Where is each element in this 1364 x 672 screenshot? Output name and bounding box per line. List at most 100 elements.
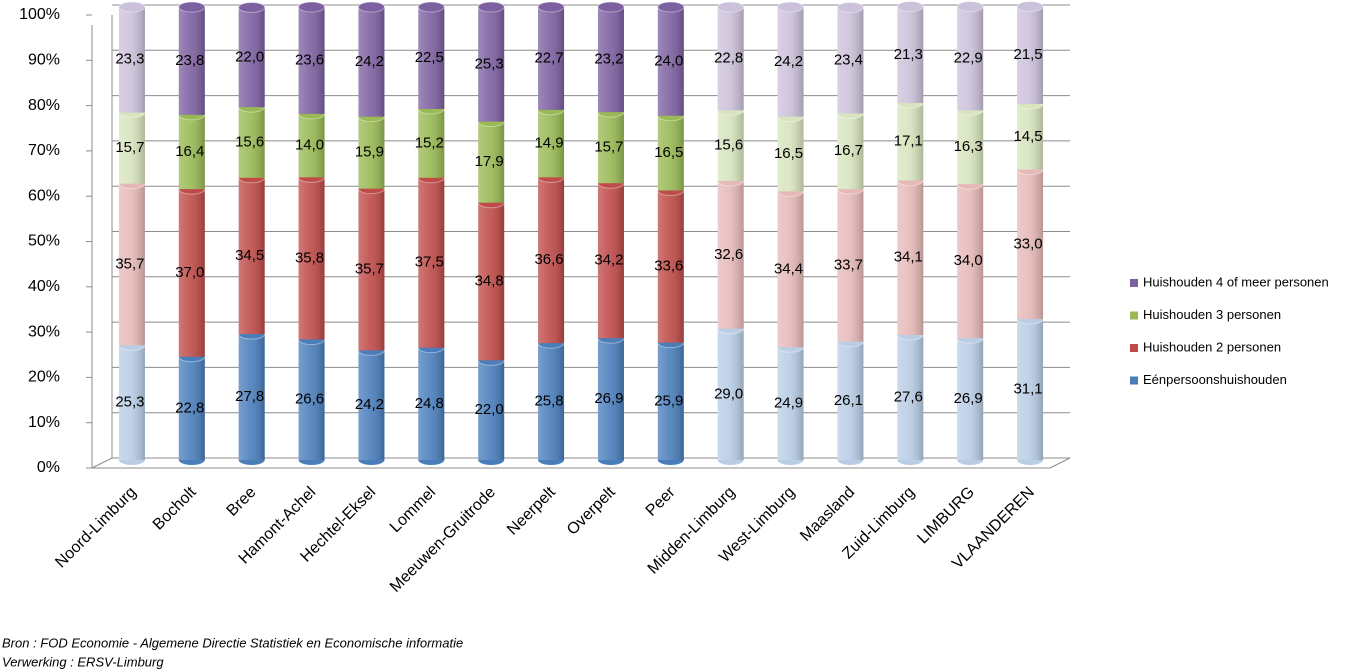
y-tick-label: 40% bbox=[28, 278, 60, 295]
segment-top bbox=[357, 1, 385, 13]
bar-shade bbox=[298, 177, 325, 340]
value-label: 21,3 bbox=[894, 46, 923, 63]
bar-shade bbox=[957, 184, 984, 339]
legend-swatch bbox=[1130, 279, 1138, 287]
x-tick-label: LIMBURG bbox=[914, 484, 978, 548]
bar-shade bbox=[897, 103, 924, 181]
bar-shade bbox=[418, 108, 445, 178]
segment-top bbox=[238, 1, 266, 13]
x-tick-label: Lommel bbox=[387, 484, 439, 536]
value-label: 21,5 bbox=[1013, 46, 1042, 63]
segment-top bbox=[717, 1, 745, 13]
value-label: 34,1 bbox=[894, 249, 923, 266]
segment-top bbox=[178, 1, 206, 13]
y-tick-label: 80% bbox=[28, 97, 60, 114]
bar-shade bbox=[478, 202, 505, 361]
value-label: 24,2 bbox=[355, 396, 384, 413]
bar-shade bbox=[777, 7, 804, 117]
bar-shade bbox=[478, 121, 505, 203]
bar-shade bbox=[717, 110, 744, 181]
bar-shade bbox=[418, 177, 445, 348]
legend-label: Eénpersoonshuishouden bbox=[1143, 372, 1287, 387]
segment-top bbox=[836, 1, 864, 13]
value-label: 15,6 bbox=[235, 133, 264, 150]
y-tick-label: 90% bbox=[28, 52, 60, 69]
value-label: 32,6 bbox=[714, 246, 743, 263]
stack: 27,6 34,1 17,1 21,3 bbox=[894, 1, 924, 465]
x-tick-label: Maasland bbox=[797, 484, 858, 545]
value-label: 22,8 bbox=[175, 399, 204, 416]
bar-shade bbox=[1017, 319, 1044, 460]
bar-shade bbox=[897, 334, 924, 460]
value-label: 15,2 bbox=[415, 134, 444, 151]
bar-shade bbox=[298, 7, 325, 114]
stack: 25,3 35,7 15,7 23,3 bbox=[115, 1, 146, 465]
stack: 27,8 34,5 15,6 22,0 bbox=[235, 1, 266, 465]
x-tick-label: Overpelt bbox=[564, 483, 619, 538]
bar-shade bbox=[657, 115, 684, 191]
value-label: 16,5 bbox=[654, 144, 683, 161]
bar-shade bbox=[178, 189, 205, 357]
bar-shade bbox=[298, 113, 325, 178]
bar-shade bbox=[897, 180, 924, 335]
segment-top bbox=[118, 1, 146, 13]
segment-top bbox=[417, 1, 445, 13]
value-label: 17,9 bbox=[475, 153, 504, 170]
stack: 26,9 34,2 15,7 23,2 bbox=[594, 1, 625, 465]
bar-shade bbox=[238, 334, 265, 460]
value-label: 29,0 bbox=[714, 385, 743, 402]
y-tick-label: 20% bbox=[28, 369, 60, 386]
bar-shade bbox=[837, 113, 864, 190]
x-tick-label: Noord-Limburg bbox=[52, 484, 139, 571]
value-label: 16,4 bbox=[175, 143, 204, 160]
y-tick-label: 70% bbox=[28, 142, 60, 159]
segment-top bbox=[1016, 1, 1044, 13]
value-label: 16,3 bbox=[954, 138, 983, 155]
bar-shade bbox=[777, 191, 804, 348]
value-label: 16,5 bbox=[774, 145, 803, 162]
y-tick-label: 30% bbox=[28, 323, 60, 340]
bar-shade bbox=[178, 356, 205, 460]
value-label: 23,6 bbox=[295, 51, 324, 68]
value-label: 22,8 bbox=[714, 50, 743, 67]
stack: 24,8 37,5 15,2 22,5 bbox=[415, 1, 445, 465]
x-tick-label: Meeuwen-Gruitrode bbox=[387, 484, 499, 596]
value-label: 24,8 bbox=[415, 395, 444, 412]
segment-top bbox=[298, 1, 326, 13]
bar-shade bbox=[178, 114, 205, 190]
bar-shade bbox=[478, 7, 505, 122]
y-tick-label: 10% bbox=[28, 414, 60, 431]
value-label: 24,2 bbox=[774, 53, 803, 70]
value-label: 14,5 bbox=[1013, 128, 1042, 145]
value-label: 23,2 bbox=[594, 51, 623, 68]
value-label: 33,0 bbox=[1013, 235, 1042, 252]
bar-shade bbox=[418, 347, 445, 460]
segment-top bbox=[537, 1, 565, 13]
value-label: 35,8 bbox=[295, 249, 324, 266]
value-label: 23,3 bbox=[115, 51, 144, 68]
y-tick-label: 50% bbox=[28, 233, 60, 250]
bar-shade bbox=[538, 109, 565, 178]
stack: 22,0 34,8 17,9 25,3 bbox=[475, 1, 505, 465]
legend-label: Huishouden 3 personen bbox=[1143, 307, 1281, 322]
bar-shade bbox=[538, 7, 565, 110]
value-label: 36,6 bbox=[534, 251, 563, 268]
bar-shade bbox=[238, 7, 265, 108]
bar-shade bbox=[717, 328, 744, 460]
bar-shade bbox=[118, 7, 145, 113]
value-label: 15,9 bbox=[355, 144, 384, 161]
value-label: 22,0 bbox=[475, 401, 504, 418]
value-label: 24,0 bbox=[654, 52, 683, 69]
value-label: 33,7 bbox=[834, 256, 863, 273]
value-label: 25,9 bbox=[654, 392, 683, 409]
stack: 26,6 35,8 14,0 23,6 bbox=[295, 1, 326, 465]
bar-shade bbox=[597, 112, 624, 184]
value-label: 22,0 bbox=[235, 48, 264, 65]
x-tick-label: Bree bbox=[224, 484, 260, 520]
bar-shade bbox=[597, 183, 624, 339]
stack: 24,2 35,7 15,9 24,2 bbox=[355, 1, 385, 465]
bar-shade bbox=[478, 360, 505, 460]
bar-shade bbox=[1017, 169, 1044, 320]
value-label: 31,1 bbox=[1013, 381, 1042, 398]
